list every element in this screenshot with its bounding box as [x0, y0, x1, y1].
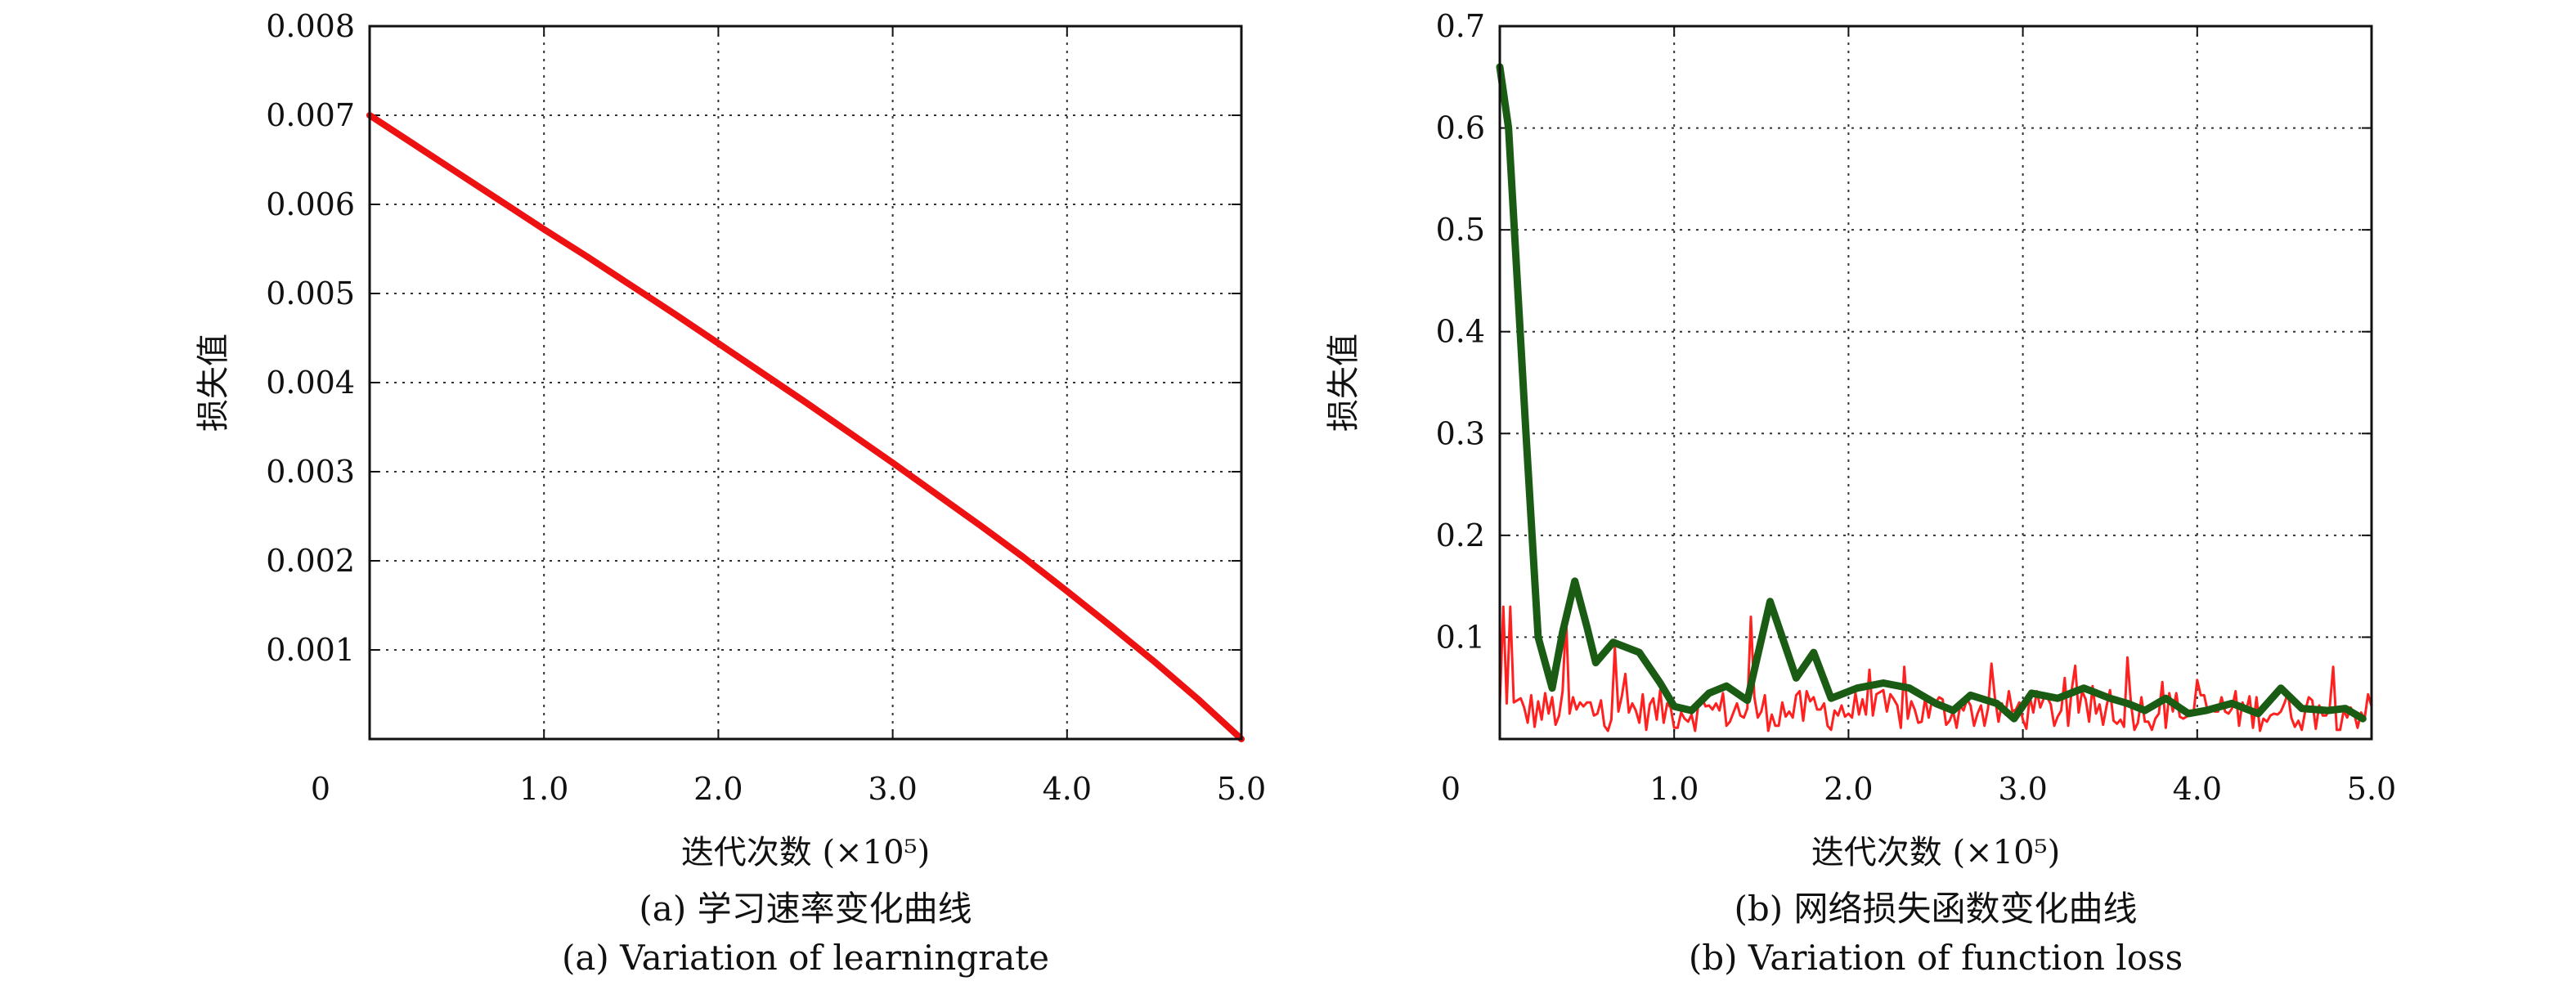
plot-frame [368, 25, 1243, 741]
y-tick-label: 0.003 [266, 454, 355, 490]
y-axis-title: 损失值 [1325, 334, 1362, 432]
x-tick-label: 2.0 [1824, 771, 1873, 807]
x-tick-label: 3.0 [1998, 771, 2047, 807]
x-tick-label: 4.0 [2173, 771, 2222, 807]
x-tick-label: 1.0 [519, 771, 568, 807]
series-line-1 [1498, 605, 2373, 732]
y-tick-label: 0.2 [1436, 517, 1485, 553]
y-tick-label: 0.001 [266, 632, 355, 668]
x-tick-label: 2.0 [693, 771, 743, 807]
x-axis-title: 迭代次数 (×10⁵) [681, 834, 930, 871]
caption-chinese: (a) 学习速率变化曲线 [639, 889, 972, 929]
y-tick-label: 0.7 [1436, 8, 1485, 44]
x-tick-label: 0 [1441, 771, 1461, 807]
series-line-0 [366, 112, 1245, 742]
x-tick-label: 5.0 [1217, 771, 1266, 807]
y-tick-label: 0.004 [266, 365, 355, 401]
caption-chinese: (b) 网络损失函数变化曲线 [1734, 889, 2137, 929]
chart-b-function-loss: 0.1 0.2 0.3 0.4 0.5 0.6 0.7 0 1.0 2.0 3.0 4.0 5.0 迭代次… [1325, 8, 2396, 978]
y-tick-label: 0.4 [1436, 314, 1485, 350]
y-tick-label: 0.007 [266, 97, 355, 133]
series-line-0 [1496, 63, 2367, 723]
x-axis-title: 迭代次数 (×10⁵) [1811, 834, 2060, 871]
y-tick-label: 0.002 [266, 543, 355, 579]
caption-english: (a) Variation of learningrate [562, 938, 1049, 978]
y-tick-label: 0.006 [266, 186, 355, 222]
x-tick-label: 3.0 [868, 771, 917, 807]
caption-english: (b) Variation of function loss [1689, 938, 2183, 978]
x-tick-label: 4.0 [1043, 771, 1092, 807]
y-tick-label: 0.005 [266, 275, 355, 311]
plot-frame [1498, 25, 2373, 741]
y-tick-label: 0.3 [1436, 415, 1485, 451]
x-tick-label: 0 [311, 771, 330, 807]
y-tick-label: 0.6 [1436, 110, 1485, 146]
y-tick-label: 0.5 [1436, 212, 1485, 248]
y-tick-label: 0.1 [1436, 619, 1485, 655]
y-tick-label: 0.008 [266, 8, 355, 44]
chart-a-learning-rate: 0.001 0.002 0.003 0.004 0.005 0.006 0.007 0.008… [195, 8, 1266, 978]
x-tick-label: 1.0 [1649, 771, 1699, 807]
x-tick-label: 5.0 [2347, 771, 2396, 807]
y-axis-title: 损失值 [195, 334, 232, 432]
